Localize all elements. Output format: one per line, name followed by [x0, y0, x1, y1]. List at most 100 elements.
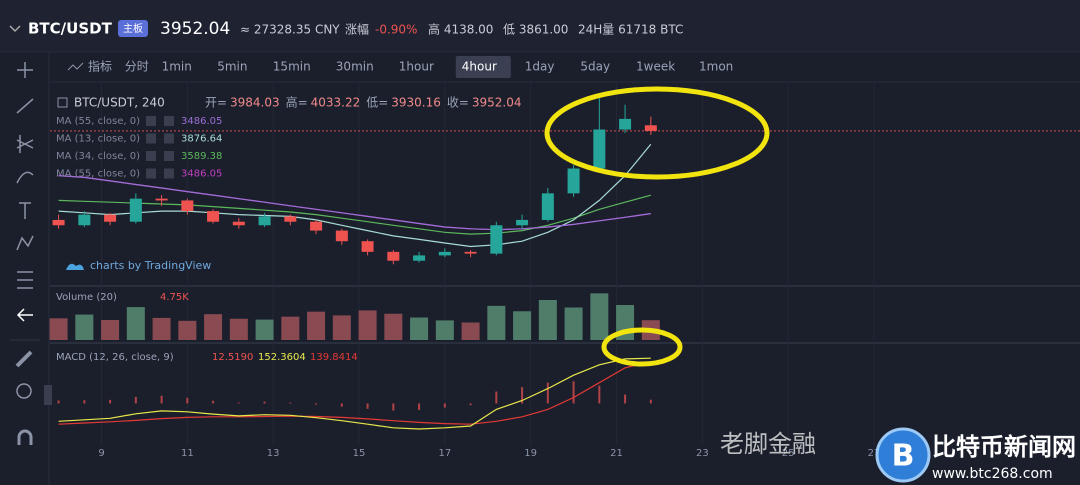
magnet-tool[interactable] [17, 429, 33, 445]
volume-bar [538, 300, 557, 340]
interval-button[interactable]: 1min [162, 60, 192, 74]
legend-button[interactable] [146, 151, 156, 161]
x-tick-label: 25 [782, 448, 795, 459]
macd-histogram [366, 403, 369, 409]
volume-bar [358, 310, 377, 340]
legend-button[interactable] [164, 151, 174, 161]
ohlc-label: 低= [366, 96, 388, 110]
interval-button[interactable]: 5min [217, 60, 247, 74]
volume-bar [75, 314, 94, 340]
volume-bar [49, 318, 68, 340]
ma-line [58, 194, 651, 235]
ohlc-label: 收= [447, 96, 469, 110]
zoom-tool[interactable] [16, 383, 32, 399]
volume-bar [281, 316, 300, 340]
symbol[interactable]: BTC/USDT [28, 20, 113, 38]
volume-bar [332, 315, 351, 340]
ohlc-label: 高= [286, 95, 308, 110]
macd-histogram [521, 387, 524, 404]
legend-button[interactable] [164, 133, 174, 144]
highlight-circle [544, 86, 770, 180]
ohlc-value: 3930.16 [391, 96, 441, 110]
watermark-text: 老脚金融 [720, 430, 816, 458]
ma-line [58, 143, 652, 248]
volume-bar [384, 313, 403, 340]
sidebar [10, 62, 40, 445]
candle-body [181, 200, 194, 212]
macd-histogram [495, 391, 498, 404]
macd-histogram [57, 400, 60, 404]
interval-button[interactable]: 分时 [125, 60, 149, 74]
interval-button[interactable]: 15min [273, 60, 311, 74]
collapse-handle[interactable] [44, 385, 52, 405]
back-tool[interactable] [16, 308, 33, 322]
macd-histogram [134, 396, 137, 404]
macd-histogram [469, 403, 472, 406]
ma-legend-value: 3876.64 [181, 134, 222, 145]
volume-bar [435, 320, 454, 340]
interval-button[interactable]: 1week [636, 60, 675, 74]
macd-histogram [186, 397, 189, 404]
volume-24h: 24H量 61718 BTC [578, 23, 683, 37]
candle-body [78, 214, 91, 226]
volume-bar [101, 320, 120, 340]
brush-tool[interactable] [16, 171, 34, 184]
candle-body [361, 241, 374, 252]
legend-button[interactable] [146, 116, 156, 126]
candle-body [490, 225, 503, 254]
crosshair-tool[interactable] [17, 62, 33, 78]
header-bar [0, 0, 1080, 52]
candle-body [567, 168, 580, 194]
legend-button[interactable] [164, 116, 174, 126]
macd-histogram [109, 399, 112, 404]
candle-body [310, 221, 323, 231]
ma-legend-name: MA (13, close, 0) [56, 134, 140, 145]
pattern-tool[interactable] [16, 235, 34, 251]
watermark-site: 比特币新闻网 [932, 433, 1076, 461]
dropdown-icon[interactable] [9, 25, 21, 33]
legend-button[interactable] [146, 133, 156, 144]
volume-bar [461, 322, 480, 340]
watermark-logo-glyph: B [892, 439, 915, 474]
volume-bar [152, 317, 171, 340]
legend-button[interactable] [164, 168, 174, 179]
macd-histogram [392, 403, 395, 411]
line-tool[interactable] [16, 98, 34, 114]
interval-button[interactable]: 1day [525, 60, 555, 74]
measure-tool[interactable] [17, 271, 33, 289]
price: 3952.04 [160, 19, 230, 39]
fib-tool[interactable] [16, 135, 34, 153]
volume-bar [126, 307, 145, 340]
interval-button[interactable]: 30min [336, 60, 374, 74]
legend-button[interactable] [146, 168, 156, 179]
interval-button[interactable]: 4hour [462, 60, 497, 74]
macd-histogram [546, 382, 549, 404]
x-tick-label: 27 [868, 448, 881, 459]
cny: ≈ 27328.35 CNY [240, 23, 340, 37]
macd-histogram [572, 381, 575, 404]
interval-button[interactable]: 1mon [699, 60, 733, 74]
ma-legend-value: 3486.05 [181, 116, 222, 127]
interval-button[interactable]: 指标 [88, 59, 112, 74]
candle-body [387, 251, 400, 261]
interval-button[interactable]: 1hour [399, 60, 434, 74]
text-tool[interactable] [19, 202, 31, 219]
macd-line [58, 361, 651, 425]
macd-histogram [315, 403, 318, 405]
ma-line [58, 175, 651, 231]
volume-bar [255, 319, 274, 340]
high: 高 4138.00 [428, 22, 493, 37]
change-label: 涨幅 [345, 22, 369, 37]
macd-histogram [624, 394, 627, 404]
credit: charts by TradingView [90, 259, 211, 272]
interval-button[interactable]: 5day [580, 60, 610, 74]
ruler-tool[interactable] [15, 350, 33, 368]
highlight-circle [601, 327, 683, 367]
candle-body [232, 221, 245, 226]
tradingview-logo [66, 263, 84, 270]
candle-body [541, 193, 554, 220]
x-tick-label: 19 [524, 448, 537, 459]
volume-value: 4.75K [160, 292, 189, 303]
low: 低 3861.00 [503, 23, 568, 37]
candle-body [155, 198, 168, 201]
